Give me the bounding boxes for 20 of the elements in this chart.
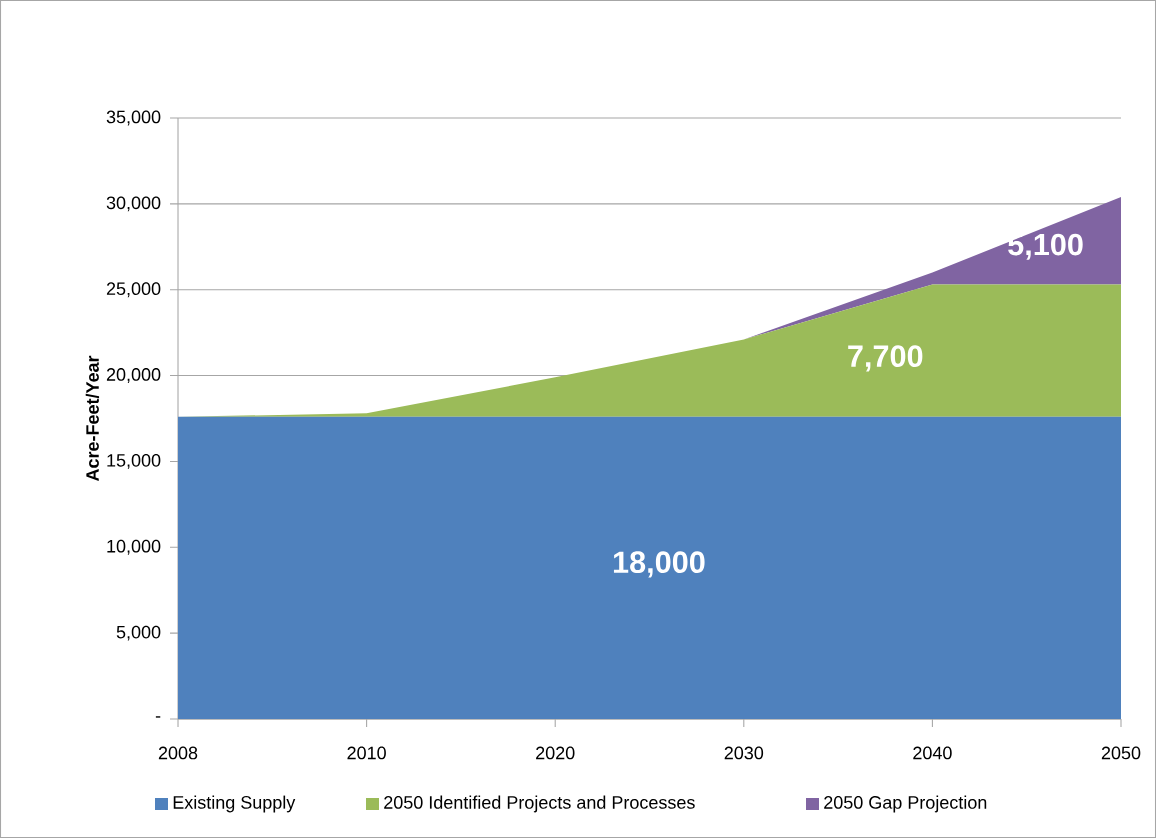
legend-label: 2050 Gap Projection xyxy=(824,795,987,813)
y-tick-label: 15,000 xyxy=(107,453,161,469)
x-tick-label: 2030 xyxy=(724,746,764,760)
y-tick-label: 20,000 xyxy=(106,368,161,383)
x-tick-label: 2050 xyxy=(1101,746,1141,760)
x-tick-label: 2010 xyxy=(347,746,386,760)
legend-label: 2050 Identified Projects and Processes xyxy=(384,795,695,813)
y-tick-label: 35,000 xyxy=(106,110,161,126)
annotation: 18,000 xyxy=(613,551,705,578)
legend-label: Existing Supply xyxy=(173,795,296,813)
y-tick-label: 5,000 xyxy=(116,625,161,641)
x-tick-label: 2020 xyxy=(536,746,575,760)
y-axis-title: Acre-Feet/Year xyxy=(85,355,100,482)
y-tick-label: 30,000 xyxy=(106,196,161,212)
y-tick-label: 10,000 xyxy=(107,539,161,555)
y-tick-label: - xyxy=(155,716,161,718)
x-tick-label: 2040 xyxy=(913,746,952,760)
annotation: 7,700 xyxy=(848,345,923,372)
y-tick-label: 25,000 xyxy=(106,282,161,298)
x-tick-label: 2008 xyxy=(158,746,198,760)
